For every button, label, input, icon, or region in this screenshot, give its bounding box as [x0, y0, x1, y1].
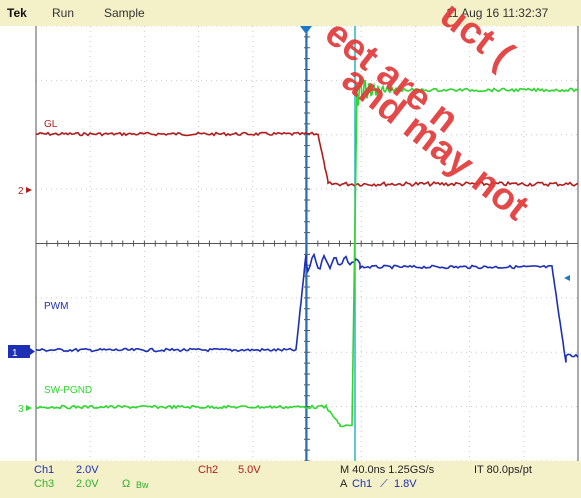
trigger-source-label: A: [340, 478, 348, 490]
bandwidth-text: Bw: [136, 480, 149, 490]
bandwidth-limit-icon: Ω: [122, 478, 131, 490]
acquisition-mode: Sample: [104, 6, 145, 20]
ch1-label: Ch1: [34, 464, 55, 476]
ch2-label: Ch2: [198, 464, 219, 476]
trigger-slope-icon: ⟋: [380, 478, 388, 490]
ch2-ground-marker: [26, 187, 32, 193]
ch2-scale: 5.0V: [238, 464, 261, 476]
ch2-marker-text: 2: [18, 186, 24, 197]
pwm-waveform: [35, 252, 579, 363]
ch1-marker-text: 1: [12, 348, 18, 359]
ch3-marker-text: 3: [18, 404, 24, 415]
ch3-scale: 2.0V: [76, 478, 99, 490]
trigger-channel: Ch1: [352, 478, 373, 490]
ch3-ground-marker: [26, 405, 32, 411]
sw-pgnd-waveform: [35, 76, 579, 428]
pwm-label: PWM: [44, 301, 68, 312]
ch3-label: Ch3: [34, 478, 55, 490]
gl-label: GL: [44, 119, 58, 130]
status-bar: Tek Run Sample 11 Aug 16 11:32:37: [0, 0, 581, 26]
timebase-readout: M 40.0ns 1.25GS/s: [340, 464, 435, 476]
ch1-scale: 2.0V: [76, 464, 99, 476]
ch1-marker-box: [8, 345, 30, 358]
sw-pgnd-label: SW-PGND: [44, 385, 92, 396]
trigger-position-marker: [300, 26, 312, 34]
ch1-ground-marker: [30, 348, 35, 355]
waveform-display: GL PWM SW-PGND 2 1 3: [0, 25, 581, 462]
brand-label: Tek: [7, 6, 27, 20]
trigger-level-marker: [564, 275, 570, 281]
gl-waveform: [35, 131, 579, 188]
run-status: Run: [52, 6, 75, 20]
settings-bar: Ch1 2.0V Ch3 2.0V Ω Bw Ch2 5.0V M 40.0ns…: [0, 461, 581, 498]
trigger-level: 1.8V: [394, 478, 417, 490]
interpolation-readout: IT 80.0ps/pt: [474, 464, 532, 476]
timestamp: 11 Aug 16 11:32:37: [446, 6, 549, 20]
waveform-svg: GL PWM SW-PGND 2 1 3: [8, 25, 579, 462]
